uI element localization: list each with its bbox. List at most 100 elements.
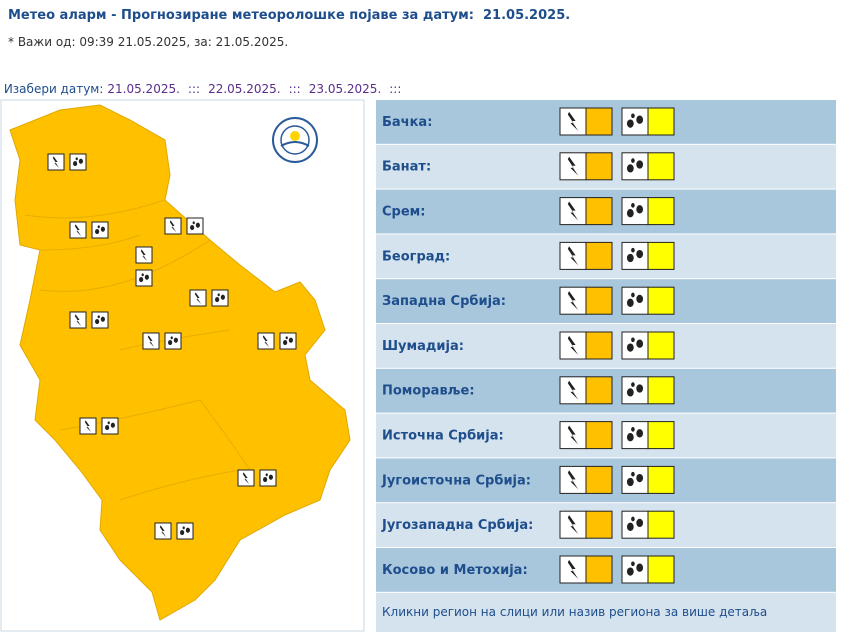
rain-drop bbox=[626, 567, 634, 576]
warning-icon-box bbox=[559, 152, 587, 181]
date-link[interactable]: 21.05.2025. bbox=[107, 82, 180, 96]
rain-drop bbox=[636, 294, 644, 304]
rain-drop bbox=[631, 247, 635, 253]
region-name[interactable]: Београд: bbox=[382, 249, 450, 264]
map-icon bbox=[101, 417, 119, 435]
warning-icon-box bbox=[559, 421, 587, 450]
rain-drop bbox=[631, 516, 635, 522]
page-title: Метео аларм - Прогнозиране метеоролошке … bbox=[8, 8, 571, 23]
lightning-glyph bbox=[567, 335, 579, 355]
lightning-glyph bbox=[147, 335, 155, 348]
rain-drop bbox=[185, 527, 190, 533]
rain-drop bbox=[173, 337, 178, 343]
region-name[interactable]: Бачка: bbox=[382, 115, 432, 130]
warning-icon-box bbox=[559, 376, 587, 405]
map-icon bbox=[69, 153, 87, 171]
region-name[interactable]: Косово и Метохија: bbox=[382, 563, 528, 578]
rain-drop bbox=[636, 249, 644, 259]
region-name[interactable]: Источна Србија: bbox=[382, 429, 504, 444]
rain-drop bbox=[105, 425, 110, 431]
warning-level bbox=[585, 331, 613, 360]
separator: ::: bbox=[288, 82, 301, 96]
rain-drop bbox=[170, 336, 173, 340]
warning-icon-box bbox=[621, 331, 649, 360]
rain-drop bbox=[95, 229, 100, 235]
warning-icon-box bbox=[621, 107, 649, 136]
lightning-glyph bbox=[74, 314, 82, 327]
warning-icon-box bbox=[621, 421, 649, 450]
lightning-glyph bbox=[74, 224, 82, 237]
warning-level bbox=[585, 465, 613, 494]
warning-level bbox=[585, 376, 613, 405]
warning-level bbox=[647, 421, 675, 450]
rain-drop bbox=[626, 164, 634, 173]
warning-level bbox=[647, 152, 675, 181]
warning-icon-box bbox=[559, 107, 587, 136]
rain-drop bbox=[631, 113, 635, 119]
date-link[interactable]: 22.05.2025. bbox=[208, 82, 281, 96]
warning-icon-box bbox=[621, 197, 649, 226]
rain-drop bbox=[636, 205, 644, 214]
rain-drop bbox=[73, 161, 78, 167]
region-name[interactable]: Западна Србија: bbox=[382, 294, 506, 309]
region-name[interactable]: Срем: bbox=[382, 205, 426, 220]
region-name[interactable]: Банат: bbox=[382, 160, 431, 175]
logo bbox=[272, 117, 318, 163]
warning-level bbox=[585, 555, 613, 584]
lightning-glyph bbox=[567, 201, 579, 221]
warning-icon-box bbox=[621, 510, 649, 539]
lightning-glyph bbox=[567, 156, 579, 176]
warning-icon-box bbox=[621, 555, 649, 584]
region-name[interactable]: Поморавље: bbox=[382, 384, 475, 399]
region-name[interactable]: Југоисточна Србија: bbox=[381, 473, 531, 488]
warning-icon-box bbox=[559, 331, 587, 360]
rain-drop bbox=[75, 157, 78, 161]
warning-icon-box bbox=[559, 241, 587, 270]
rain-drop bbox=[288, 337, 293, 343]
warning-icon-box bbox=[621, 465, 649, 494]
region-name[interactable]: Шумадија: bbox=[382, 339, 464, 354]
rain-drop bbox=[192, 221, 195, 225]
region-name[interactable]: Југозападна Србија: bbox=[381, 518, 533, 533]
rain-drop bbox=[626, 477, 634, 487]
rain-drop bbox=[631, 561, 635, 567]
map-icon bbox=[91, 221, 109, 239]
warning-level bbox=[647, 286, 675, 315]
lightning-glyph bbox=[169, 220, 177, 233]
warning-level bbox=[647, 376, 675, 405]
rain-drop bbox=[285, 336, 288, 340]
note: Кликни регион на слици или назив региона… bbox=[382, 605, 767, 619]
warning-icon-box bbox=[559, 555, 587, 584]
rain-drop bbox=[97, 225, 100, 229]
warning-level bbox=[585, 421, 613, 450]
separator: ::: bbox=[389, 82, 402, 96]
lightning-glyph bbox=[84, 420, 92, 433]
warning-level bbox=[647, 555, 675, 584]
lightning-glyph bbox=[194, 292, 202, 305]
lightning-glyph bbox=[567, 291, 579, 311]
warning-level bbox=[585, 286, 613, 315]
lightning-glyph bbox=[242, 472, 250, 485]
rain-drop bbox=[631, 203, 635, 208]
rain-drop bbox=[636, 429, 644, 438]
map-icon bbox=[211, 289, 229, 307]
rain-drop bbox=[631, 427, 635, 432]
warning-level bbox=[647, 465, 675, 494]
rain-drop bbox=[168, 340, 173, 346]
warning-icon-box bbox=[559, 465, 587, 494]
rain-drop bbox=[636, 518, 644, 528]
rain-drop bbox=[626, 253, 634, 263]
map-icon bbox=[164, 332, 182, 350]
rain-drop bbox=[636, 384, 644, 393]
warning-level bbox=[647, 107, 675, 136]
warning-icon-box bbox=[621, 376, 649, 405]
rain-drop bbox=[215, 297, 220, 303]
lightning-glyph bbox=[262, 335, 270, 348]
rain-drop bbox=[182, 526, 185, 530]
date-link[interactable]: 23.05.2025. bbox=[308, 82, 382, 96]
rain-drop bbox=[180, 530, 185, 536]
warning-level bbox=[647, 331, 675, 360]
warning-icon-box bbox=[621, 241, 649, 270]
lightning-glyph bbox=[567, 425, 579, 445]
